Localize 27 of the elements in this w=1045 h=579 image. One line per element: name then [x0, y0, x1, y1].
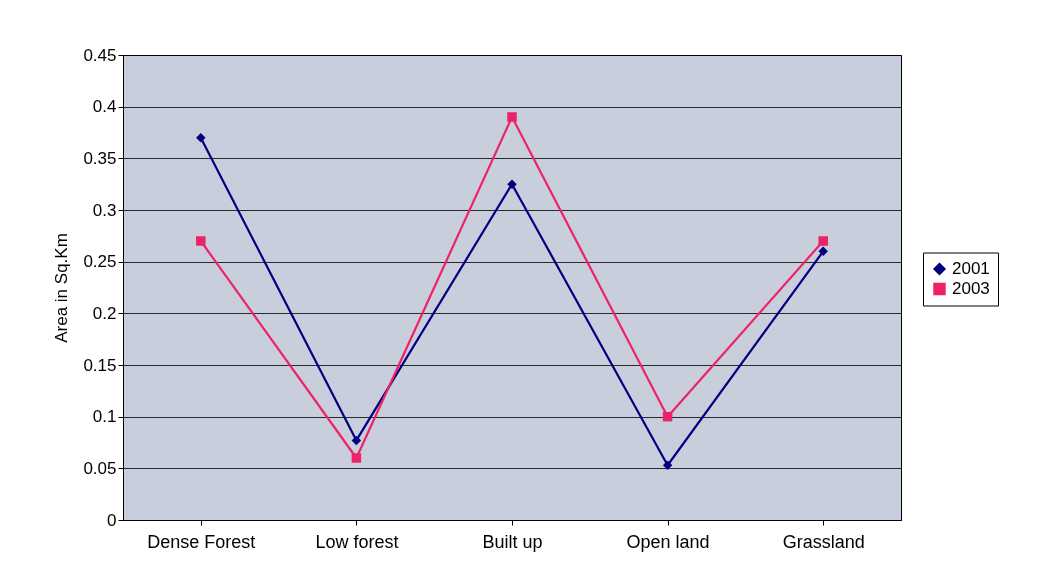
- y-tick-label: 0.4: [92, 97, 117, 117]
- y-tick-label: 0.15: [83, 355, 117, 375]
- point: [818, 236, 828, 246]
- legend-label: 2003: [952, 279, 990, 298]
- point: [351, 453, 362, 463]
- y-tick-label: 0.45: [83, 45, 117, 65]
- point: [351, 435, 362, 446]
- y-axis-title: Area in Sq.Km: [52, 233, 72, 343]
- y-tick-label: 0.05: [83, 458, 117, 478]
- x-tick-label: Built up: [482, 531, 543, 552]
- x-tick-label: Open land: [626, 531, 710, 552]
- x-tick-label: Grassland: [782, 531, 865, 552]
- y-tick-label: 0.1: [92, 407, 117, 427]
- y-tick-label: 0: [107, 510, 117, 530]
- legend-label: 2001: [952, 259, 990, 278]
- point: [196, 132, 206, 143]
- y-tick-label: 0.2: [92, 303, 117, 323]
- y-tick-label: 0.3: [92, 200, 117, 220]
- x-tick-label: Dense Forest: [147, 531, 256, 552]
- x-tick-label: Low forest: [315, 531, 399, 552]
- point: [507, 112, 517, 122]
- point: [662, 411, 673, 422]
- point: [196, 236, 206, 246]
- point: [662, 460, 673, 470]
- y-tick-label: 0.35: [83, 148, 117, 168]
- point: [818, 246, 828, 257]
- y-tick-label: 0.25: [83, 252, 117, 272]
